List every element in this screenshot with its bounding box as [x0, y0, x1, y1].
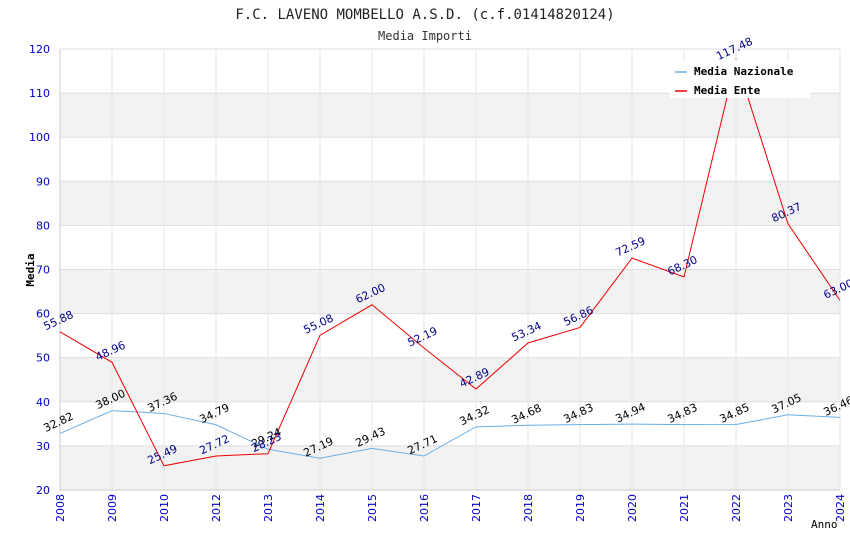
series-line-media-nazionale: [59, 410, 841, 459]
y-tick-label: 30: [36, 440, 50, 453]
y-tick-label: 50: [36, 352, 50, 365]
grid-band: [60, 269, 840, 314]
x-tick-label: 2020: [626, 494, 639, 522]
data-label-media-ente: 72.59: [613, 234, 647, 259]
x-tick-label: 2010: [158, 494, 171, 522]
y-axis-title: Media: [24, 253, 37, 286]
chart-subtitle: Media Importi: [378, 29, 472, 43]
data-label-media-nazionale: 34.94: [613, 400, 647, 425]
x-tick-label: 2018: [522, 494, 535, 522]
x-tick-label: 2021: [678, 494, 691, 522]
x-tick-label: 2024: [834, 494, 847, 522]
x-tick-label: 2009: [106, 494, 119, 522]
data-label-media-ente: 117.48: [714, 35, 754, 63]
grid-band: [60, 181, 840, 226]
x-tick-label: 2008: [54, 494, 67, 522]
y-tick-label: 40: [36, 396, 50, 409]
data-label-media-ente: 52.19: [405, 324, 439, 349]
x-tick-label: 2013: [262, 494, 275, 522]
y-tick-label: 80: [36, 219, 50, 232]
data-label-media-nazionale: 34.79: [197, 401, 231, 426]
x-tick-label: 2015: [366, 494, 379, 522]
x-tick-label: 2023: [782, 494, 795, 522]
legend-label-media-ente: Media Ente: [694, 84, 761, 97]
y-tick-label: 20: [36, 484, 50, 497]
axes: [59, 49, 840, 491]
x-axis-title: Anno: [811, 518, 838, 531]
data-label-media-ente: 53.34: [509, 319, 543, 344]
y-tick-label: 110: [29, 87, 50, 100]
x-tick-labels: 2008 2009 2010 2012 2013 2014 2015 2016 2017 2018…: [54, 494, 847, 522]
data-label-media-ente: 55.08: [301, 312, 335, 337]
chart-title: F.C. LAVENO MOMBELLO A.S.D. (c.f.0141482…: [235, 7, 614, 23]
series-line-media-ente: [59, 58, 841, 467]
y-tick-label: 120: [29, 43, 50, 56]
y-tick-label: 70: [36, 264, 50, 277]
x-tick-label: 2019: [574, 494, 587, 522]
x-tick-label: 2014: [314, 494, 327, 522]
grid-band: [60, 357, 840, 402]
data-label-media-nazionale: 34.32: [457, 403, 491, 428]
grid-band: [60, 445, 840, 490]
x-tick-label: 2012: [210, 494, 223, 522]
y-tick-label: 100: [29, 131, 50, 144]
x-tick-label: 2016: [418, 494, 431, 522]
series-lines: [59, 58, 841, 467]
y-tick-label: 90: [36, 175, 50, 188]
legend-box: [670, 60, 810, 98]
y-tick-labels: 20 30 40 50 60 70 80 90 100 110 120: [29, 43, 50, 497]
grid-band: [60, 93, 840, 138]
y-tick-label: 60: [36, 308, 50, 321]
data-label-media-nazionale: 32.82: [41, 410, 75, 435]
data-label-media-nazionale: 34.83: [561, 401, 595, 426]
data-label-media-nazionale: 34.68: [509, 402, 543, 427]
grid-bands: [60, 93, 840, 490]
data-label-media-nazionale: 34.83: [665, 401, 699, 426]
legend-label-media-nazionale: Media Nazionale: [694, 65, 794, 78]
x-tick-label: 2022: [730, 494, 743, 522]
legend: Media Nazionale Media Ente: [670, 60, 810, 98]
x-tick-label: 2017: [470, 494, 483, 522]
